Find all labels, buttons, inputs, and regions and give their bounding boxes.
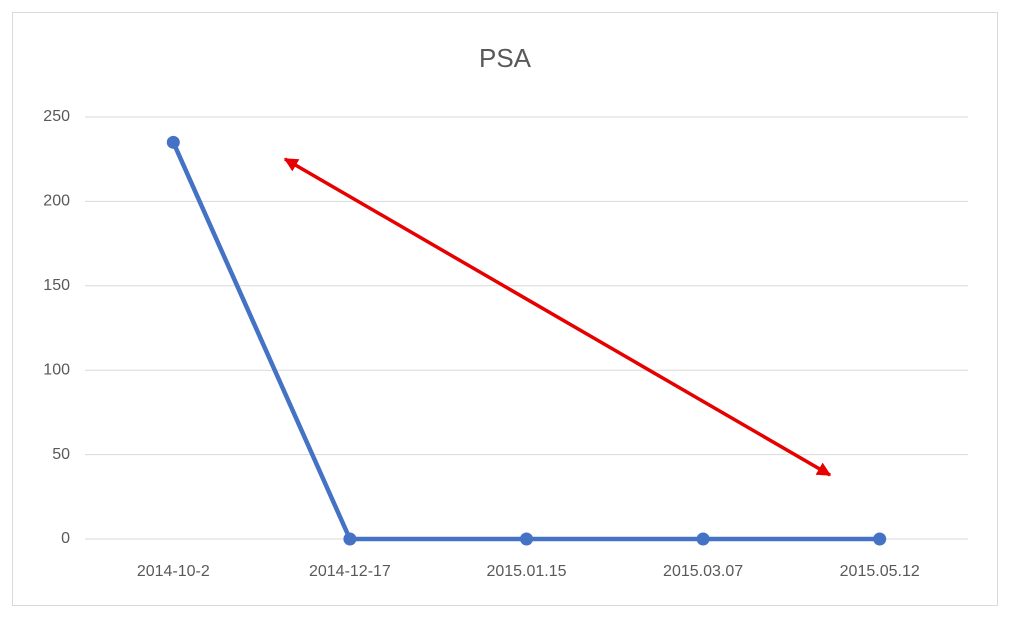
x-tick-label: 2015.03.07 — [663, 563, 743, 580]
x-tick-label: 2014-12-17 — [309, 563, 391, 580]
y-tick-label: 150 — [43, 277, 70, 294]
annotation-arrow — [283, 157, 832, 477]
data-point — [343, 532, 357, 546]
data-point — [873, 532, 887, 546]
x-tick-label: 2014-10-2 — [137, 563, 210, 580]
x-tick-label: 2015.01.15 — [486, 563, 566, 580]
x-tick-label: 2015.05.12 — [840, 563, 920, 580]
chart-title: PSA — [479, 43, 532, 73]
y-tick-label: 200 — [43, 193, 70, 210]
y-tick-label: 250 — [43, 108, 70, 125]
chart-border — [12, 12, 998, 606]
data-point — [520, 532, 533, 546]
y-tick-label: 50 — [52, 446, 70, 463]
y-tick-label: 100 — [43, 361, 70, 378]
data-point — [696, 532, 710, 546]
data-point — [166, 135, 180, 149]
y-tick-label: 0 — [61, 530, 70, 547]
